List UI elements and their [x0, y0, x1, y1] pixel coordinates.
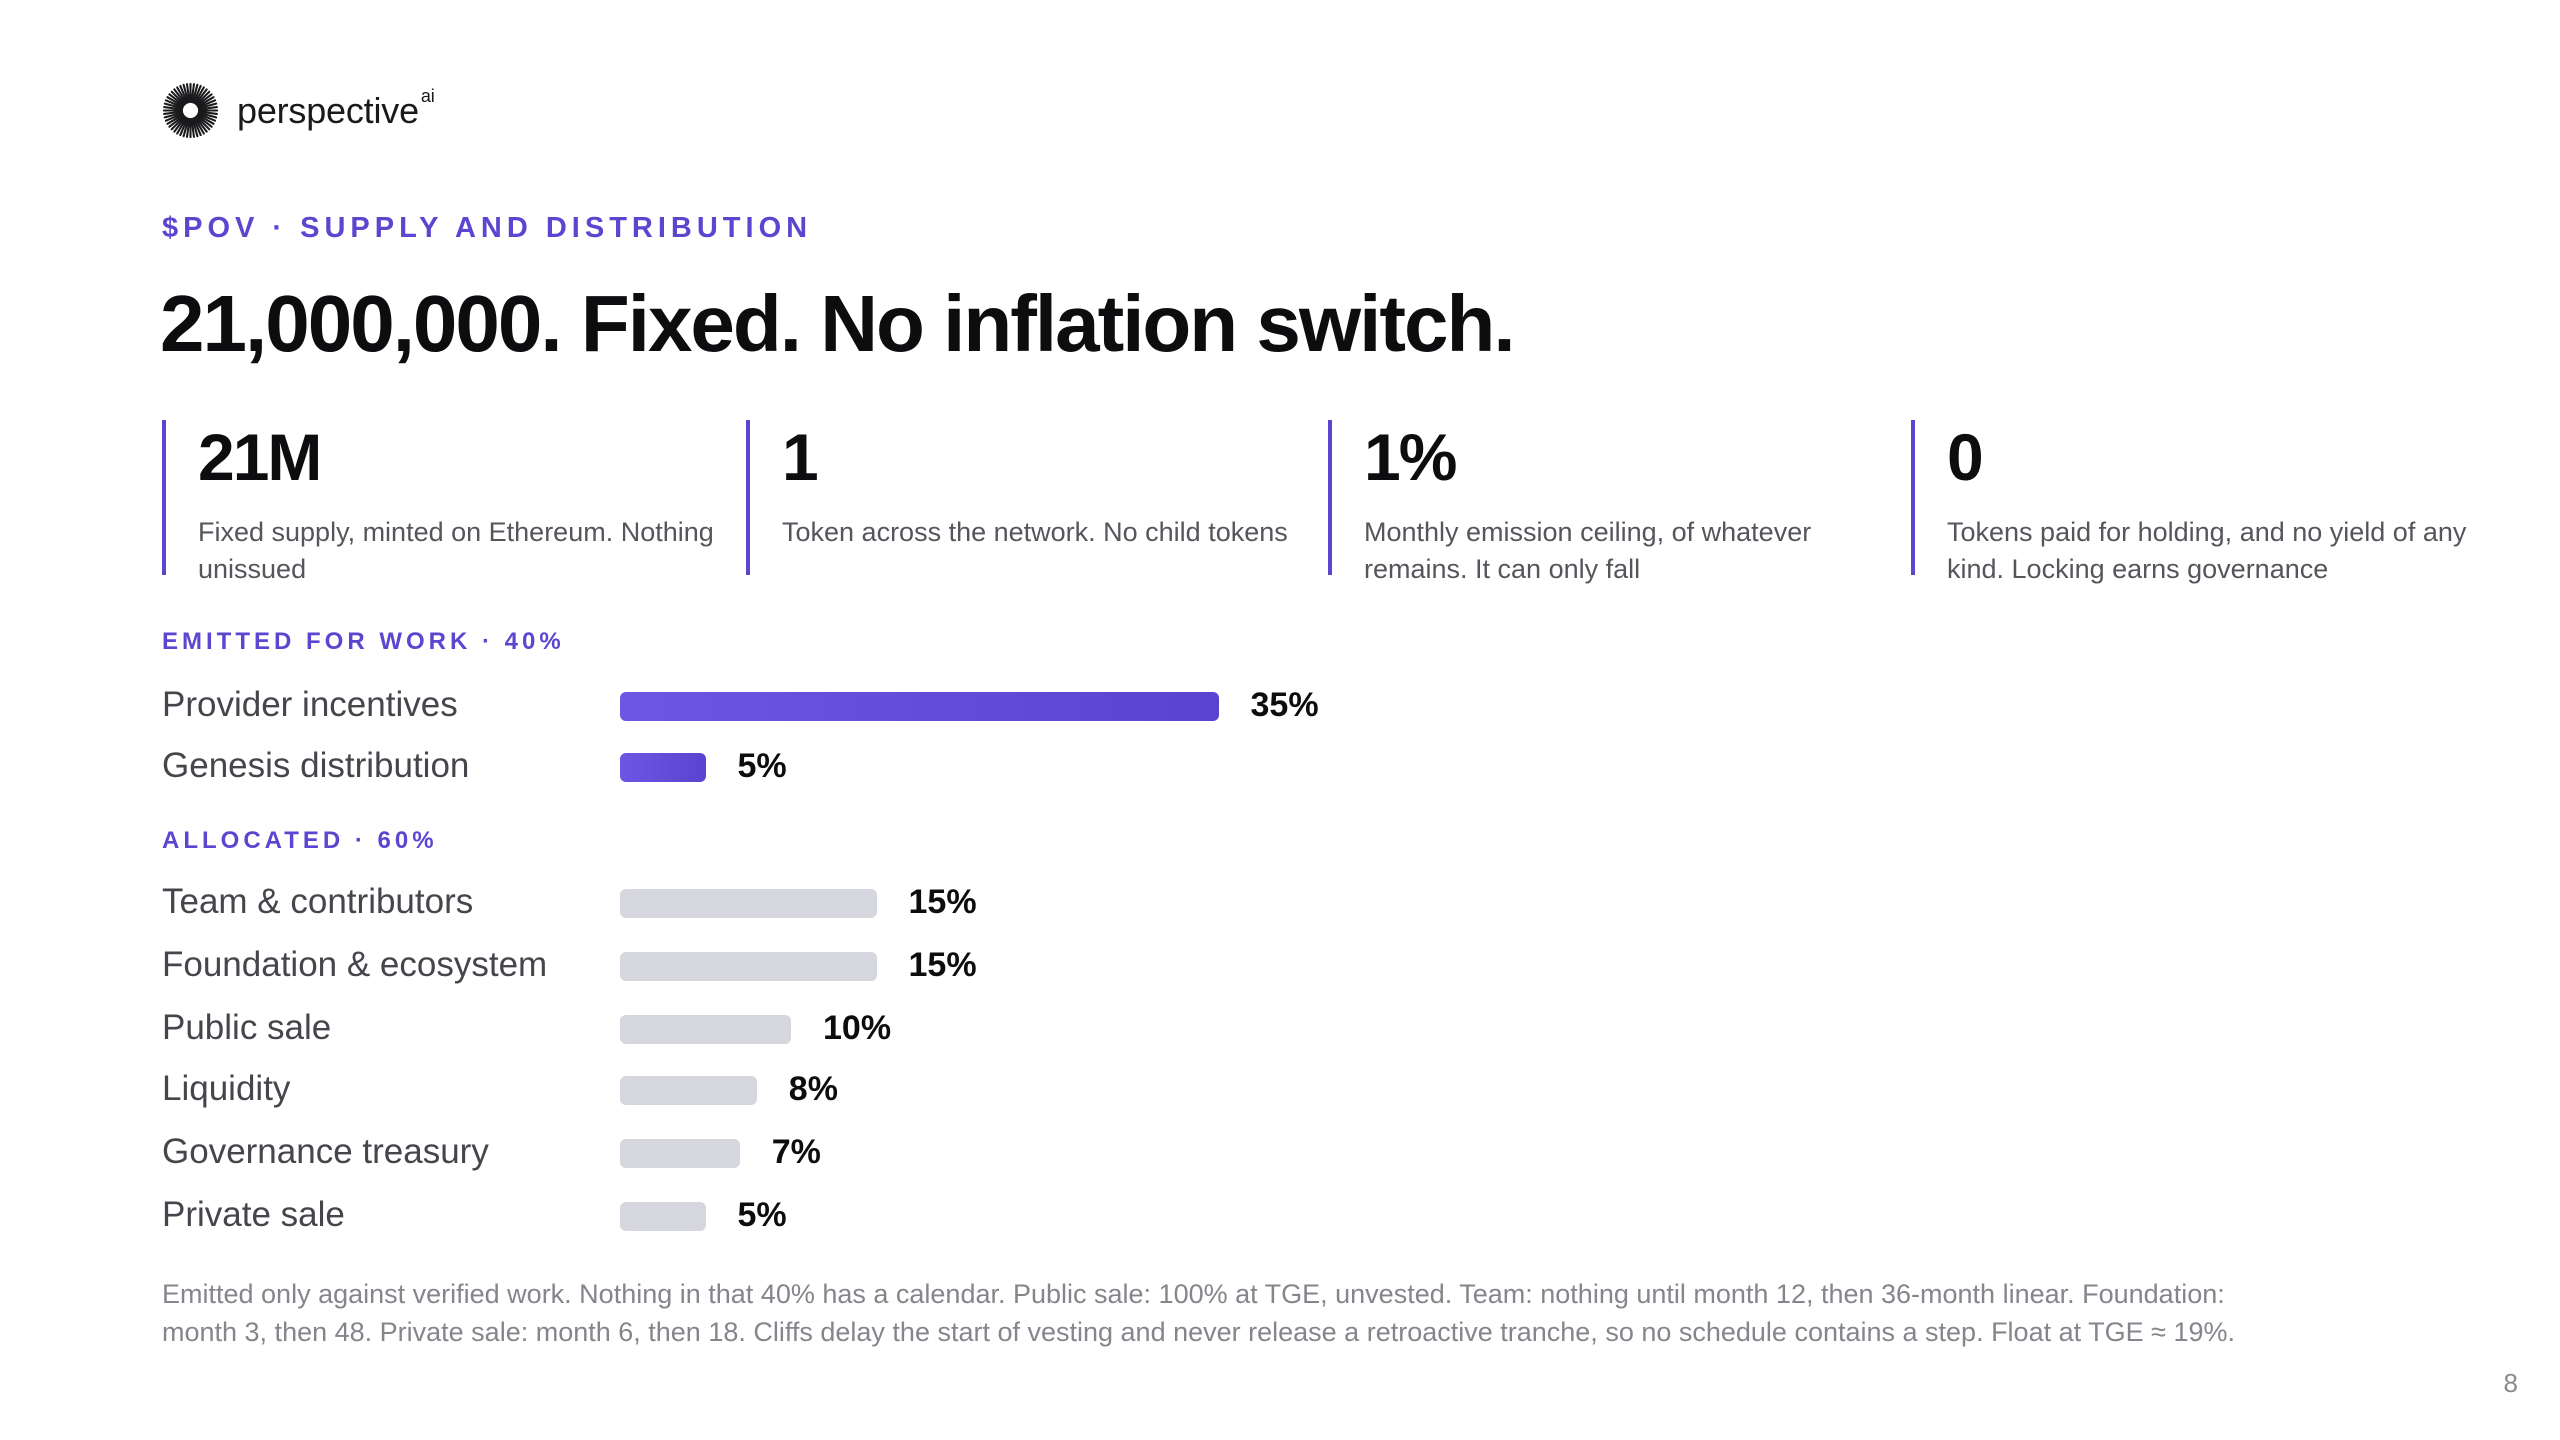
distribution-row: Team & contributors 15% — [162, 877, 1562, 927]
stat-description: Tokens paid for holding, and no yield of… — [1947, 517, 2467, 584]
stat-description: Fixed supply, minted on Ethereum. Nothin… — [198, 517, 714, 584]
stat-card-supply: 21M Fixed supply, minted on Ethereum. No… — [162, 420, 722, 584]
distribution-row: Provider incentives 35% — [162, 680, 1562, 730]
row-value: 8% — [788, 1070, 838, 1108]
stats-row: 21M Fixed supply, minted on Ethereum. No… — [162, 420, 2466, 584]
row-label: Foundation & ecosystem — [162, 945, 548, 984]
row-label: Liquidity — [162, 1069, 291, 1108]
stat-description: Monthly emission ceiling, of whatever re… — [1364, 517, 1812, 584]
distribution-bar — [620, 1076, 757, 1105]
stat-value: 1 — [782, 420, 819, 494]
distribution-bar — [620, 1202, 706, 1231]
row-value: 10% — [823, 1009, 892, 1047]
row-label: Team & contributors — [162, 882, 474, 921]
distribution-bar — [620, 1139, 740, 1168]
page-title: 21,000,000. Fixed. No inflation switch. — [160, 279, 1516, 368]
footnote: Emitted only against verified work. Noth… — [162, 1279, 2235, 1347]
stat-value: 1% — [1364, 420, 1457, 494]
distribution-row: Liquidity 8% — [162, 1064, 1562, 1114]
distribution-bar — [620, 1015, 791, 1044]
brand-name-text: perspective — [237, 89, 419, 131]
brand-name: perspective ai — [237, 87, 435, 131]
stat-value: 21M — [198, 420, 322, 494]
distribution-bar — [620, 889, 877, 918]
row-value: 5% — [737, 747, 787, 785]
brand-superscript: ai — [420, 85, 435, 106]
section-eyebrow: $POV · SUPPLY AND DISTRIBUTION — [162, 212, 813, 244]
row-value: 7% — [771, 1133, 821, 1171]
distribution-row: Public sale 10% — [162, 1003, 1562, 1053]
row-value: 15% — [908, 883, 977, 921]
row-value: 15% — [908, 946, 977, 984]
distribution-bar — [620, 692, 1219, 721]
row-value: 35% — [1250, 686, 1319, 724]
row-label: Governance treasury — [162, 1132, 489, 1171]
distribution-bar — [620, 952, 877, 981]
stat-value: 0 — [1947, 420, 1984, 494]
row-value: 5% — [737, 1196, 787, 1234]
brand-logo: perspective ai — [162, 82, 435, 139]
group-label-allocated: ALLOCATED · 60% — [162, 827, 438, 854]
stat-card-token: 1 Token across the network. No child tok… — [746, 420, 1306, 575]
page-number: 8 — [2503, 1368, 2518, 1398]
row-label: Genesis distribution — [162, 746, 470, 785]
distribution-row: Governance treasury 7% — [162, 1127, 1562, 1177]
sunburst-logo-icon — [162, 82, 219, 139]
row-label: Public sale — [162, 1008, 332, 1047]
distribution-row: Foundation & ecosystem 15% — [162, 940, 1562, 990]
row-label: Private sale — [162, 1195, 345, 1234]
row-label: Provider incentives — [162, 685, 458, 724]
stat-card-yield: 0 Tokens paid for holding, and no yield … — [1911, 420, 2471, 584]
distribution-row: Private sale 5% — [162, 1190, 1562, 1240]
group-label-emitted: EMITTED FOR WORK · 40% — [162, 628, 565, 655]
stat-card-emission: 1% Monthly emission ceiling, of whatever… — [1328, 420, 1888, 584]
stat-description: Token across the network. No child token… — [782, 517, 1288, 547]
distribution-row: Genesis distribution 5% — [162, 741, 1562, 791]
distribution-bar — [620, 753, 706, 782]
